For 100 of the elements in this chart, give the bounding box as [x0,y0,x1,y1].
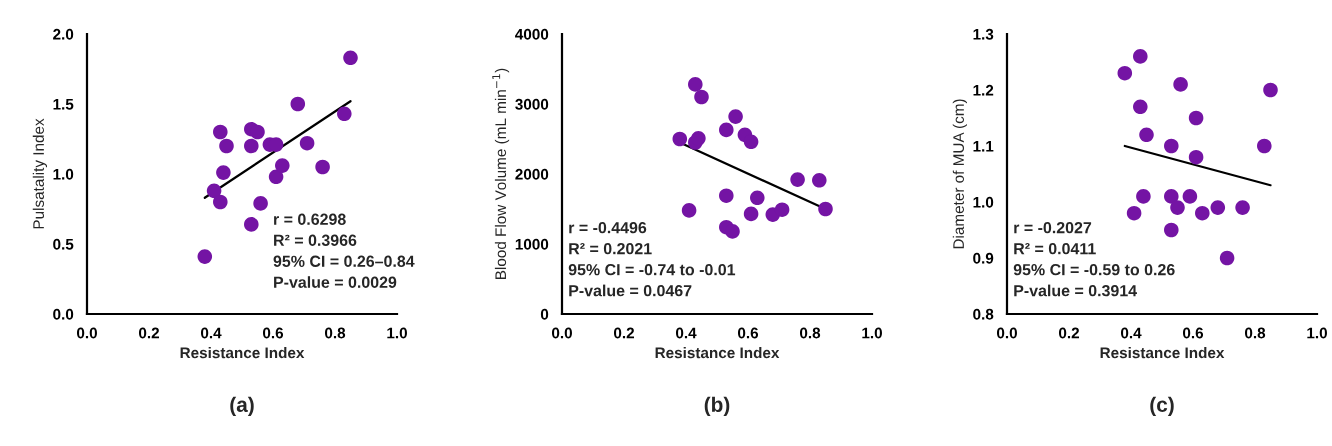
point [688,77,703,92]
point [315,159,330,175]
x-tick-label: 0.2 [613,327,635,339]
annotation: 95% CI = -0.74 to -0.01 [568,264,736,276]
point [725,224,740,239]
point [790,172,805,187]
point [694,89,709,105]
point [1117,65,1133,81]
y-tick-label: 1.5 [53,99,74,110]
y-tick-label: 0 [540,308,549,320]
point [1164,189,1179,204]
y-axis-title: Blood Flow Volume (mL min$^{−1}$) [492,68,510,279]
point [750,190,765,206]
annotation: R² = 0.2021 [569,243,652,255]
y-tick-label: 1.2 [973,84,994,96]
point [290,96,306,112]
text: (c) [1150,396,1174,417]
point [1133,49,1148,64]
point [1182,189,1198,204]
y-axis-title: Pulsatality Index [32,118,48,229]
text: (a) [230,396,254,417]
x-tick-label: 1.0 [1307,327,1327,339]
y-tick-label: 2000 [515,168,549,180]
point [343,50,358,66]
point [681,203,697,218]
x-tick-label: 0.8 [324,327,346,339]
point [337,106,352,122]
annotation: r = -0.4496 [569,222,647,234]
y-tick-label: 3000 [515,98,549,110]
point [1210,200,1226,215]
annotation: 95% CI = -0.59 to 0.26 [1013,264,1175,276]
point [743,134,759,150]
point [1164,138,1179,154]
point [206,183,222,199]
point [244,138,259,154]
y-tick-label: 1.3 [973,28,994,40]
y-tick-label: 1.0 [53,168,74,180]
point [812,173,827,188]
point [1136,189,1151,204]
x-tick-label: 0.6 [262,327,284,339]
y-tick-label: 4000 [515,28,549,40]
x-tick-label: 0.6 [737,327,759,339]
annotation: P-value = 0.3914 [1014,284,1137,297]
point [213,194,228,210]
point [1170,200,1185,215]
x-axis-title: Resistance Index [1100,346,1225,359]
y-tick-label: 1.0 [973,196,994,208]
point [1173,77,1188,92]
y-tick-label: 0.5 [53,238,74,250]
point [1195,205,1210,221]
point [1133,99,1148,115]
point [1235,200,1250,215]
point [1139,127,1154,143]
point [253,196,268,211]
point [250,124,265,140]
x-axis-title: Resistance Index [180,346,305,359]
x-tick-label: 0.0 [551,327,572,339]
point [1188,149,1204,165]
x-tick-label: 0.8 [1244,327,1266,339]
annotation: P-value = 0.0467 [569,284,692,297]
x-tick-label: 0.2 [1058,327,1080,339]
point [216,165,231,180]
annotation: r = 0.6298 [274,213,346,225]
annotation: R² = 0.3966 [274,234,357,246]
point [1126,205,1142,221]
x-tick-label: 0.4 [1120,327,1142,339]
y-tick-label: 1.1 [973,141,994,152]
annotation: P-value = 0.0029 [274,276,397,288]
point [774,202,790,217]
y-tick-label: 0.0 [53,308,74,320]
point [728,109,743,124]
point [244,217,259,232]
annotation: r = -0.2027 [1014,222,1092,234]
x-tick-label: 1.0 [862,327,882,339]
point [268,169,284,185]
x-tick-label: 0.4 [200,327,222,339]
annotation: 95% CI = 0.26–0.84 [273,255,415,267]
point [1188,110,1204,126]
x-tick-label: 0.6 [1182,327,1204,339]
point [299,135,315,151]
x-tick-label: 1.0 [387,327,407,339]
y-tick-label: 1000 [515,238,549,250]
point [1257,138,1272,154]
text: (b) [704,396,730,417]
x-tick-label: 0.0 [76,327,97,339]
x-tick-label: 0.4 [675,327,697,339]
point [1263,82,1278,98]
point [219,138,234,154]
point [275,158,290,173]
point [743,206,759,222]
x-tick-label: 0.8 [799,327,821,339]
point [719,188,734,203]
annotation: R² = 0.0411 [1014,243,1096,255]
point [719,122,734,138]
y-axis-title: Diameter of MUA (cm) [952,99,968,249]
point [213,124,228,140]
point [818,201,833,217]
point [1219,250,1235,266]
point [691,131,706,146]
point [672,131,688,147]
